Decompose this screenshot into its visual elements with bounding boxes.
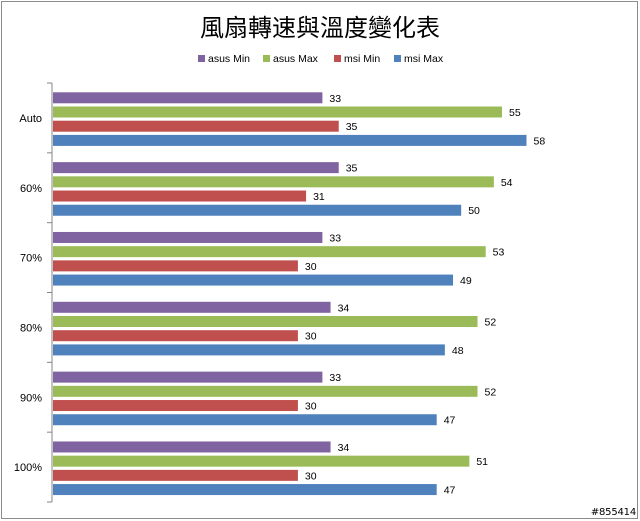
bar-msi-max-70 xyxy=(53,274,454,286)
legend-swatch-asus-max xyxy=(263,55,270,62)
legend-label-asus-max: asus Max xyxy=(273,53,319,65)
bar-msi-max-80 xyxy=(53,344,445,356)
bar-asus-max-auto xyxy=(53,106,503,118)
data-label-asus-min-60: 35 xyxy=(346,163,358,175)
data-label-msi-min-100: 30 xyxy=(305,470,317,482)
bar-msi-max-60 xyxy=(53,204,462,216)
bar-msi-min-90 xyxy=(53,400,298,412)
bar-asus-min-60 xyxy=(53,162,339,174)
data-label-asus-max-70: 53 xyxy=(493,247,505,259)
legend-label-msi-min: msi Min xyxy=(344,53,380,65)
legend-label-msi-max: msi Max xyxy=(404,53,444,65)
data-label-asus-min-100: 34 xyxy=(338,442,350,454)
data-label-asus-max-auto: 55 xyxy=(509,107,521,119)
bar-asus-max-60 xyxy=(53,176,494,188)
bar-asus-max-100 xyxy=(53,455,470,467)
data-label-msi-max-auto: 58 xyxy=(534,135,546,147)
bar-msi-min-70 xyxy=(53,260,298,272)
watermark: #855414 xyxy=(590,507,636,518)
y-tick-label-60: 60% xyxy=(20,183,42,195)
chart-title: 風扇轉速與溫度變化表 xyxy=(200,14,440,42)
data-label-asus-min-70: 33 xyxy=(329,232,341,244)
bar-asus-min-90 xyxy=(53,371,323,383)
bar-asus-min-70 xyxy=(53,231,323,243)
y-tick-label-100: 100% xyxy=(14,462,42,474)
bar-msi-min-80 xyxy=(53,330,298,342)
y-tick-label-70: 70% xyxy=(20,253,42,265)
legend-swatch-msi-max xyxy=(394,55,401,62)
y-tick-label-90: 90% xyxy=(20,392,42,404)
data-label-asus-max-100: 51 xyxy=(476,456,488,468)
data-label-msi-max-80: 48 xyxy=(452,345,464,357)
legend-label-asus-min: asus Min xyxy=(208,53,250,65)
bar-msi-max-90 xyxy=(53,414,437,426)
data-label-asus-max-80: 52 xyxy=(485,317,497,329)
data-label-asus-min-90: 33 xyxy=(329,372,341,384)
bar-msi-max-auto xyxy=(53,134,527,146)
data-label-msi-max-100: 47 xyxy=(444,485,456,497)
bar-asus-min-100 xyxy=(53,441,331,453)
y-tick-label-80: 80% xyxy=(20,322,42,334)
data-label-msi-max-70: 49 xyxy=(460,275,472,287)
bar-asus-max-80 xyxy=(53,316,478,327)
data-label-msi-min-60: 31 xyxy=(313,191,325,203)
data-label-msi-max-90: 47 xyxy=(444,415,456,427)
data-label-msi-max-60: 50 xyxy=(468,205,480,217)
bar-asus-min-80 xyxy=(53,301,331,313)
data-label-asus-max-90: 52 xyxy=(485,386,497,398)
data-label-asus-min-auto: 33 xyxy=(329,93,341,105)
bar-msi-max-100 xyxy=(53,484,437,496)
legend-swatch-msi-min xyxy=(334,55,341,62)
bar-asus-max-70 xyxy=(53,246,486,258)
data-label-msi-min-auto: 35 xyxy=(346,121,358,133)
bar-msi-min-100 xyxy=(53,469,298,481)
data-label-msi-min-80: 30 xyxy=(305,331,317,343)
data-label-msi-min-70: 30 xyxy=(305,261,317,273)
data-label-msi-min-90: 30 xyxy=(305,401,317,413)
bar-msi-min-60 xyxy=(53,190,307,202)
y-tick-label-auto: Auto xyxy=(19,113,42,125)
bar-asus-min-auto xyxy=(53,92,323,104)
data-label-asus-min-80: 34 xyxy=(338,302,350,314)
bar-msi-min-auto xyxy=(53,120,339,132)
legend-swatch-asus-min xyxy=(198,55,205,62)
data-label-asus-max-60: 54 xyxy=(501,177,513,189)
bar-asus-max-90 xyxy=(53,385,478,397)
